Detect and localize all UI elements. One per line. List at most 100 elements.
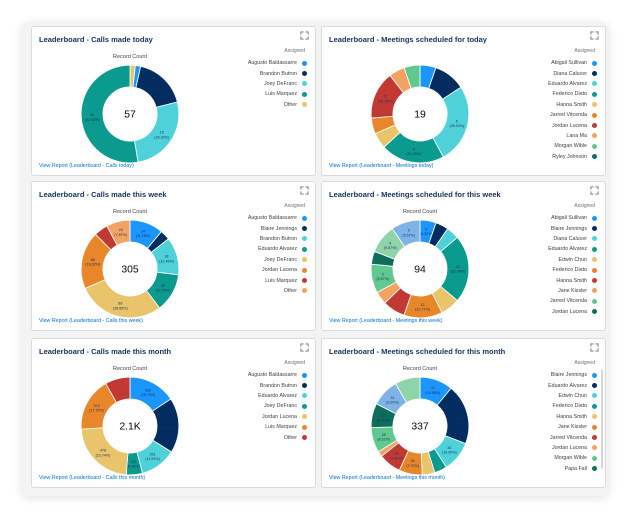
legend-swatch: [302, 102, 307, 108]
donut-slice[interactable]: [403, 64, 421, 89]
legend-item[interactable]: Brandon Butron: [187, 380, 307, 390]
legend-item[interactable]: Morgan Wible: [477, 453, 597, 463]
donut-slice[interactable]: [106, 219, 131, 246]
legend-item[interactable]: Federico Diato: [477, 265, 597, 275]
legend-item[interactable]: Papa Fall: [477, 464, 597, 474]
view-report-link[interactable]: View Report (Leaderboard - Meetings this…: [329, 475, 445, 481]
donut-slice[interactable]: [395, 376, 421, 404]
donut-slice[interactable]: [391, 219, 421, 248]
legend: Augusto Baldassarre Brandon Butron Eduardo…: [187, 370, 307, 443]
legend-swatch: [592, 133, 597, 139]
legend-item[interactable]: Hanna Smith: [477, 412, 597, 422]
donut-center-total: 305: [121, 265, 139, 276]
legend-item[interactable]: Luis Marquez: [187, 89, 307, 99]
legend-swatch: [592, 226, 597, 232]
legend-swatch: [592, 383, 597, 389]
legend-item[interactable]: Edwin Chun: [477, 391, 597, 401]
expand-icon[interactable]: [590, 186, 599, 195]
legend-item[interactable]: Jane Kissler: [477, 286, 597, 296]
donut-slice[interactable]: [105, 376, 131, 404]
legend-item[interactable]: Morgan Wible: [477, 141, 597, 151]
legend-item[interactable]: Augusto Baldassarre: [187, 213, 307, 223]
legend-item[interactable]: Augusto Baldassarre: [187, 58, 307, 68]
legend-swatch: [592, 424, 597, 430]
legend-item[interactable]: Augusto Baldassarre: [187, 370, 307, 380]
legend-item[interactable]: Other: [187, 286, 307, 296]
legend-swatch: [302, 414, 307, 420]
donut-slice[interactable]: [80, 64, 139, 164]
slice-label: 15 (26.32%): [154, 131, 169, 140]
view-report-link[interactable]: View Report (Leaderboard - Meetings toda…: [329, 163, 434, 169]
legend-item[interactable]: Eduardo Alvarez: [477, 380, 597, 390]
legend-item[interactable]: Luis Marquez: [187, 275, 307, 285]
legend-item[interactable]: Eduardo Alvarez: [187, 244, 307, 254]
donut-slice[interactable]: [432, 86, 470, 158]
legend-item[interactable]: Hanna Smith: [477, 100, 597, 110]
legend-item[interactable]: Joey DeFranc: [187, 79, 307, 89]
legend-item[interactable]: Brandon Butron: [187, 68, 307, 78]
legend-item[interactable]: Jordan Lucena: [477, 307, 597, 317]
legend-item[interactable]: Abigail Sullivan: [477, 213, 597, 223]
legend-item[interactable]: Federico Diato: [477, 401, 597, 411]
legend-item[interactable]: Abigail Sullivan: [477, 58, 597, 68]
card-meetings-week: Leaderboard - Meetings scheduled for thi…: [321, 181, 606, 331]
legend-swatch: [302, 91, 307, 97]
expand-icon[interactable]: [300, 31, 309, 40]
expand-icon[interactable]: [590, 343, 599, 352]
legend-item[interactable]: Brandon Butron: [187, 234, 307, 244]
legend-swatch: [592, 123, 597, 129]
legend-item[interactable]: Blaire Jennings: [187, 223, 307, 233]
legend-item[interactable]: Blaire Jennings: [477, 370, 597, 380]
legend-item[interactable]: Joey DeFranc: [187, 401, 307, 411]
legend-item[interactable]: Jordan Lucena: [187, 265, 307, 275]
legend-item[interactable]: Eduardo Alvarez: [477, 244, 597, 254]
legend-item[interactable]: Diana Calucer: [477, 68, 597, 78]
donut-chart[interactable]: 330 (15.70%) 383 (18.22%) 251 (11.94%) 113 (5.3…: [78, 374, 182, 478]
view-report-link[interactable]: View Report (Leaderboard - Calls this mo…: [39, 475, 146, 481]
legend-item[interactable]: Jordan Lucena: [477, 443, 597, 453]
donut-chart[interactable]: 34 (11.15%) 38 (12.46%) 39 (12.79%) 88 (28.85%)…: [78, 217, 182, 321]
legend-item[interactable]: Jordan Lucena: [187, 412, 307, 422]
donut-chart[interactable]: 2 (10.53%) 5 (26.32%) 4 (21.05%) 3 (15.79%) 19: [368, 62, 472, 166]
legend-item-label: Abigail Sullivan: [551, 215, 587, 222]
legend-item[interactable]: Joey DeFranc: [187, 255, 307, 265]
legend-item[interactable]: Jarred Vitcenda: [477, 432, 597, 442]
legend-swatch: [592, 466, 597, 472]
legend-item[interactable]: Other: [187, 432, 307, 442]
legend-item[interactable]: Hanna Smith: [477, 275, 597, 285]
legend-item-label: Other: [283, 287, 297, 294]
legend-item[interactable]: Diana Calucer: [477, 234, 597, 244]
legend-item[interactable]: Jordan Lucena: [477, 120, 597, 130]
legend-item[interactable]: Jarred Vitcenda: [477, 110, 597, 120]
view-report-link[interactable]: View Report (Leaderboard - Calls today): [39, 163, 134, 169]
legend-swatch: [592, 267, 597, 273]
donut-slice[interactable]: [133, 101, 180, 163]
legend-item[interactable]: Jarred Vitcenda: [477, 296, 597, 306]
donut-slice[interactable]: [84, 279, 161, 319]
expand-icon[interactable]: [590, 31, 599, 40]
donut-chart[interactable]: 5 (5.32%) 21 (22.34%) 12 (12.77%) 9 (9.57%) 9 (9.…: [368, 217, 472, 321]
legend-item[interactable]: Edwin Chun: [477, 255, 597, 265]
legend-item[interactable]: Blaire Jennings: [477, 223, 597, 233]
legend-item[interactable]: Luis Marquez: [187, 422, 307, 432]
legend-item[interactable]: Eduardo Alvarez: [477, 79, 597, 89]
expand-icon[interactable]: [300, 343, 309, 352]
donut-chart[interactable]: 10 (17.54%) 15 (26.32%) 30 (52.63%) 57: [78, 62, 182, 166]
view-report-link[interactable]: View Report (Leaderboard - Meetings this…: [329, 318, 443, 324]
donut-chart[interactable]: 37 (10.98%)67 (19.88%)34 (10.09%)26 (7.72%)2…: [368, 374, 472, 478]
legend-item-label: Blaire Jennings: [550, 372, 587, 379]
slice-label: 67 (19.88%): [449, 412, 464, 421]
legend-item-label: Blaire Jennings: [550, 225, 587, 232]
legend-item[interactable]: Lana Ma: [477, 131, 597, 141]
legend-scrollbar[interactable]: [601, 369, 603, 469]
legend-item[interactable]: Other: [187, 100, 307, 110]
legend-item[interactable]: Federico Diato: [477, 89, 597, 99]
legend-item[interactable]: Ryley Johnson: [477, 152, 597, 162]
card-meetings-today: Leaderboard - Meetings scheduled for tod…: [321, 26, 606, 176]
legend-item-label: Augusto Baldassarre: [247, 215, 297, 222]
legend-item-label: Blaire Jennings: [260, 225, 297, 232]
legend-item[interactable]: Eduardo Alvarez: [187, 391, 307, 401]
expand-icon[interactable]: [300, 186, 309, 195]
legend-item[interactable]: Jane Kissler: [477, 422, 597, 432]
view-report-link[interactable]: View Report (Leaderboard - Calls this we…: [39, 318, 143, 324]
